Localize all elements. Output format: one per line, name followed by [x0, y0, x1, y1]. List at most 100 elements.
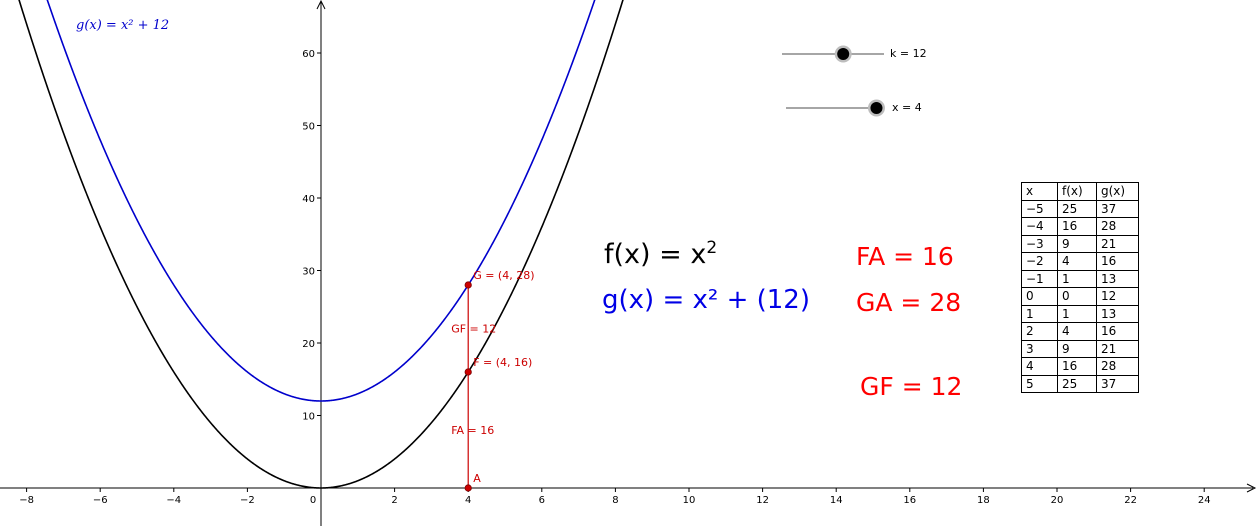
x-tick-label: 4	[465, 495, 471, 506]
curve-g	[46, 0, 596, 402]
slider-k-label: k = 12	[890, 47, 927, 60]
table-cell: 5	[1021, 374, 1058, 393]
table-cell: 28	[1096, 357, 1139, 376]
segment-label-FG: GF = 12	[451, 323, 496, 336]
table-cell: 21	[1096, 339, 1139, 358]
x-tick-label: 0	[310, 495, 316, 506]
x-tick-label: −4	[166, 495, 181, 506]
table-row: −5 25 37	[1021, 199, 1139, 218]
table-cell: 13	[1096, 269, 1139, 288]
x-tick-label: 8	[612, 495, 618, 506]
table-row: 3 9 21	[1021, 339, 1139, 358]
x-tick-label: 16	[903, 495, 916, 506]
x-tick-label: 18	[977, 495, 990, 506]
g-equation: g(x) = x² + (12)	[602, 285, 810, 315]
g-formula-label: g(x) = x² + 12	[76, 18, 169, 33]
x-tick-label: 10	[683, 495, 696, 506]
y-tick-label: 30	[302, 267, 315, 278]
table-cell: 4	[1057, 322, 1097, 341]
table-header-x: x	[1021, 182, 1058, 201]
table-cell: 12	[1096, 287, 1139, 306]
x-axis-arrow	[1246, 483, 1257, 493]
table-cell: 3	[1021, 339, 1058, 358]
point-A[interactable]	[464, 484, 472, 492]
x-tick-label: −2	[240, 495, 255, 506]
table-cell: 37	[1096, 199, 1139, 218]
table-cell: −3	[1021, 234, 1058, 253]
table-cell: 9	[1057, 339, 1097, 358]
table-header-row: x f(x) g(x)	[1021, 182, 1139, 201]
fa-measure: FA = 16	[856, 242, 954, 271]
y-tick-label: 40	[302, 194, 315, 205]
value-table: x f(x) g(x) −5 25 37 −4 16 28 −3 9 21 −2 4 16 −1 1 13 0…	[1021, 182, 1139, 393]
ga-measure: GA = 28	[856, 288, 962, 317]
x-tick-label: 6	[539, 495, 545, 506]
table-row: 0 0 12	[1021, 287, 1139, 306]
table-row: 4 16 28	[1021, 357, 1139, 376]
point-G[interactable]	[464, 281, 472, 289]
table-cell: 4	[1021, 357, 1058, 376]
gf-measure: GF = 12	[860, 372, 963, 401]
table-cell: 37	[1096, 374, 1139, 393]
table-cell: 25	[1057, 374, 1097, 393]
table-cell: 16	[1096, 252, 1139, 271]
table-cell: 1	[1057, 304, 1097, 323]
f-equation: f(x) = x2	[604, 238, 717, 270]
table-cell: −4	[1021, 217, 1058, 236]
slider-x-knob[interactable]	[870, 102, 883, 114]
table-header-f: f(x)	[1057, 182, 1097, 201]
y-axis-arrow	[316, 0, 326, 10]
x-tick-label: 24	[1198, 495, 1211, 506]
table-row: 1 1 13	[1021, 304, 1139, 323]
table-row: −4 16 28	[1021, 217, 1139, 236]
table-row: 2 4 16	[1021, 322, 1139, 341]
table-cell: 1	[1021, 304, 1058, 323]
table-cell: −1	[1021, 269, 1058, 288]
table-header-g: g(x)	[1096, 182, 1139, 201]
slider-k-knob[interactable]	[837, 48, 850, 60]
point-label-A: A	[473, 472, 481, 485]
table-cell: 4	[1057, 252, 1097, 271]
table-cell: 0	[1021, 287, 1058, 306]
slider-x-label: x = 4	[892, 101, 922, 114]
table-row: −1 1 13	[1021, 269, 1139, 288]
table-cell: 2	[1021, 322, 1058, 341]
table-cell: 13	[1096, 304, 1139, 323]
table-row: −3 9 21	[1021, 234, 1139, 253]
x-tick-label: 2	[391, 495, 397, 506]
table-cell: 25	[1057, 199, 1097, 218]
y-tick-label: 50	[302, 122, 315, 133]
x-tick-label: 12	[756, 495, 769, 506]
table-cell: 28	[1096, 217, 1139, 236]
table-cell: −5	[1021, 199, 1058, 218]
f-equation-text: f(x) = x	[604, 239, 707, 270]
y-tick-label: 20	[302, 339, 315, 350]
construction: FA = 16 GF = 12 A F = (4, 16) G = (4, 28)	[451, 269, 535, 492]
f-equation-exponent: 2	[706, 238, 718, 258]
x-tick-label: −8	[19, 495, 34, 506]
curves	[18, 0, 624, 489]
table-cell: 9	[1057, 234, 1097, 253]
point-label-F: F = (4, 16)	[473, 356, 532, 369]
table-row: −2 4 16	[1021, 252, 1139, 271]
segment-label-AF: FA = 16	[451, 424, 494, 437]
x-tick-label: 14	[830, 495, 843, 506]
y-tick-label: 10	[302, 412, 315, 423]
table-cell: 16	[1096, 322, 1139, 341]
sliders[interactable]	[782, 45, 885, 117]
curve-f	[18, 0, 624, 489]
x-tick-label: −6	[93, 495, 108, 506]
point-label-G: G = (4, 28)	[473, 269, 534, 282]
table-row: 5 25 37	[1021, 374, 1139, 393]
table-cell: 21	[1096, 234, 1139, 253]
y-tick-label: 60	[302, 49, 315, 60]
table-cell: −2	[1021, 252, 1058, 271]
table-cell: 16	[1057, 217, 1097, 236]
table-cell: 0	[1057, 287, 1097, 306]
point-F[interactable]	[464, 368, 472, 376]
x-tick-label: 20	[1051, 495, 1064, 506]
table-cell: 16	[1057, 357, 1097, 376]
table-cell: 1	[1057, 269, 1097, 288]
x-tick-label: 22	[1124, 495, 1137, 506]
